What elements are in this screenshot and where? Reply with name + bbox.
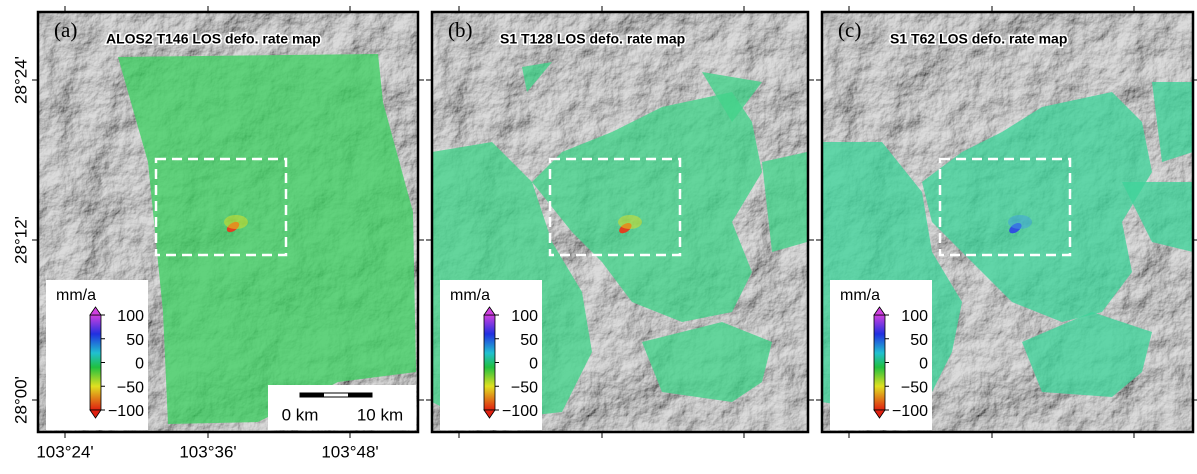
colorbar-tick-label: 100 — [511, 308, 538, 325]
colorbar-tick-label: 100 — [901, 308, 928, 325]
colorbar-tick-label: −100 — [892, 403, 928, 420]
deformation-halo — [224, 215, 248, 229]
deformation-halo — [1008, 215, 1032, 229]
scale-bar-seg — [300, 393, 324, 397]
panel-title: S1 T128 LOS defo. rate map — [500, 31, 685, 47]
colorbar-tick-label: 50 — [910, 332, 928, 349]
y-axis-label: 28°00' — [11, 376, 30, 424]
colorbar-tick-label: −100 — [108, 403, 144, 420]
colorbar-tick-label: 0 — [529, 356, 538, 373]
colorbar-unit: mm/a — [840, 287, 880, 304]
colorbar-tick-label: −50 — [901, 379, 928, 396]
colorbar-tick-label: 50 — [126, 332, 144, 349]
colorbar — [874, 315, 885, 410]
x-axis-label: 103°48' — [321, 442, 378, 461]
scale-bar-label: 0 km — [282, 405, 319, 424]
colorbar-unit: mm/a — [450, 287, 490, 304]
colorbar-tick-label: 0 — [919, 356, 928, 373]
y-axis-label: 28°24' — [11, 56, 30, 104]
panel-title: ALOS2 T146 LOS defo. rate map — [106, 31, 321, 47]
map-panel: (b) S1 T128 LOS defo. rate map mm/a 100 50 0 −… — [426, 6, 814, 438]
colorbar-tick-label: 100 — [117, 308, 144, 325]
y-axis-label: 28°12' — [11, 216, 30, 264]
colorbar — [484, 315, 495, 410]
scale-bar-seg — [348, 393, 372, 397]
panel-label: (a) — [54, 18, 77, 42]
scale-bar-label: 10 km — [357, 405, 403, 424]
colorbar-tick-label: 0 — [135, 356, 144, 373]
colorbar-tick-label: 50 — [520, 332, 538, 349]
map-panel: (c) S1 T62 LOS defo. rate map mm/a 100 50 0 −5… — [816, 6, 1197, 438]
colorbar-tick-label: −50 — [511, 379, 538, 396]
panel-label: (b) — [448, 18, 473, 42]
map-panel: (a) ALOS2 T146 LOS defo. rate map mm/a 100 5… — [32, 6, 424, 438]
deformation-halo — [618, 215, 642, 229]
colorbar — [90, 315, 101, 410]
colorbar-tick-label: −50 — [117, 379, 144, 396]
figure: (a) ALOS2 T146 LOS defo. rate map mm/a 100 5… — [0, 0, 1197, 469]
panel-title: S1 T62 LOS defo. rate map — [890, 31, 1067, 47]
x-axis-label: 103°24' — [36, 442, 93, 461]
panel-label: (c) — [838, 18, 861, 42]
colorbar-unit: mm/a — [56, 287, 96, 304]
colorbar-tick-label: −100 — [502, 403, 538, 420]
x-axis-label: 103°36' — [179, 442, 236, 461]
